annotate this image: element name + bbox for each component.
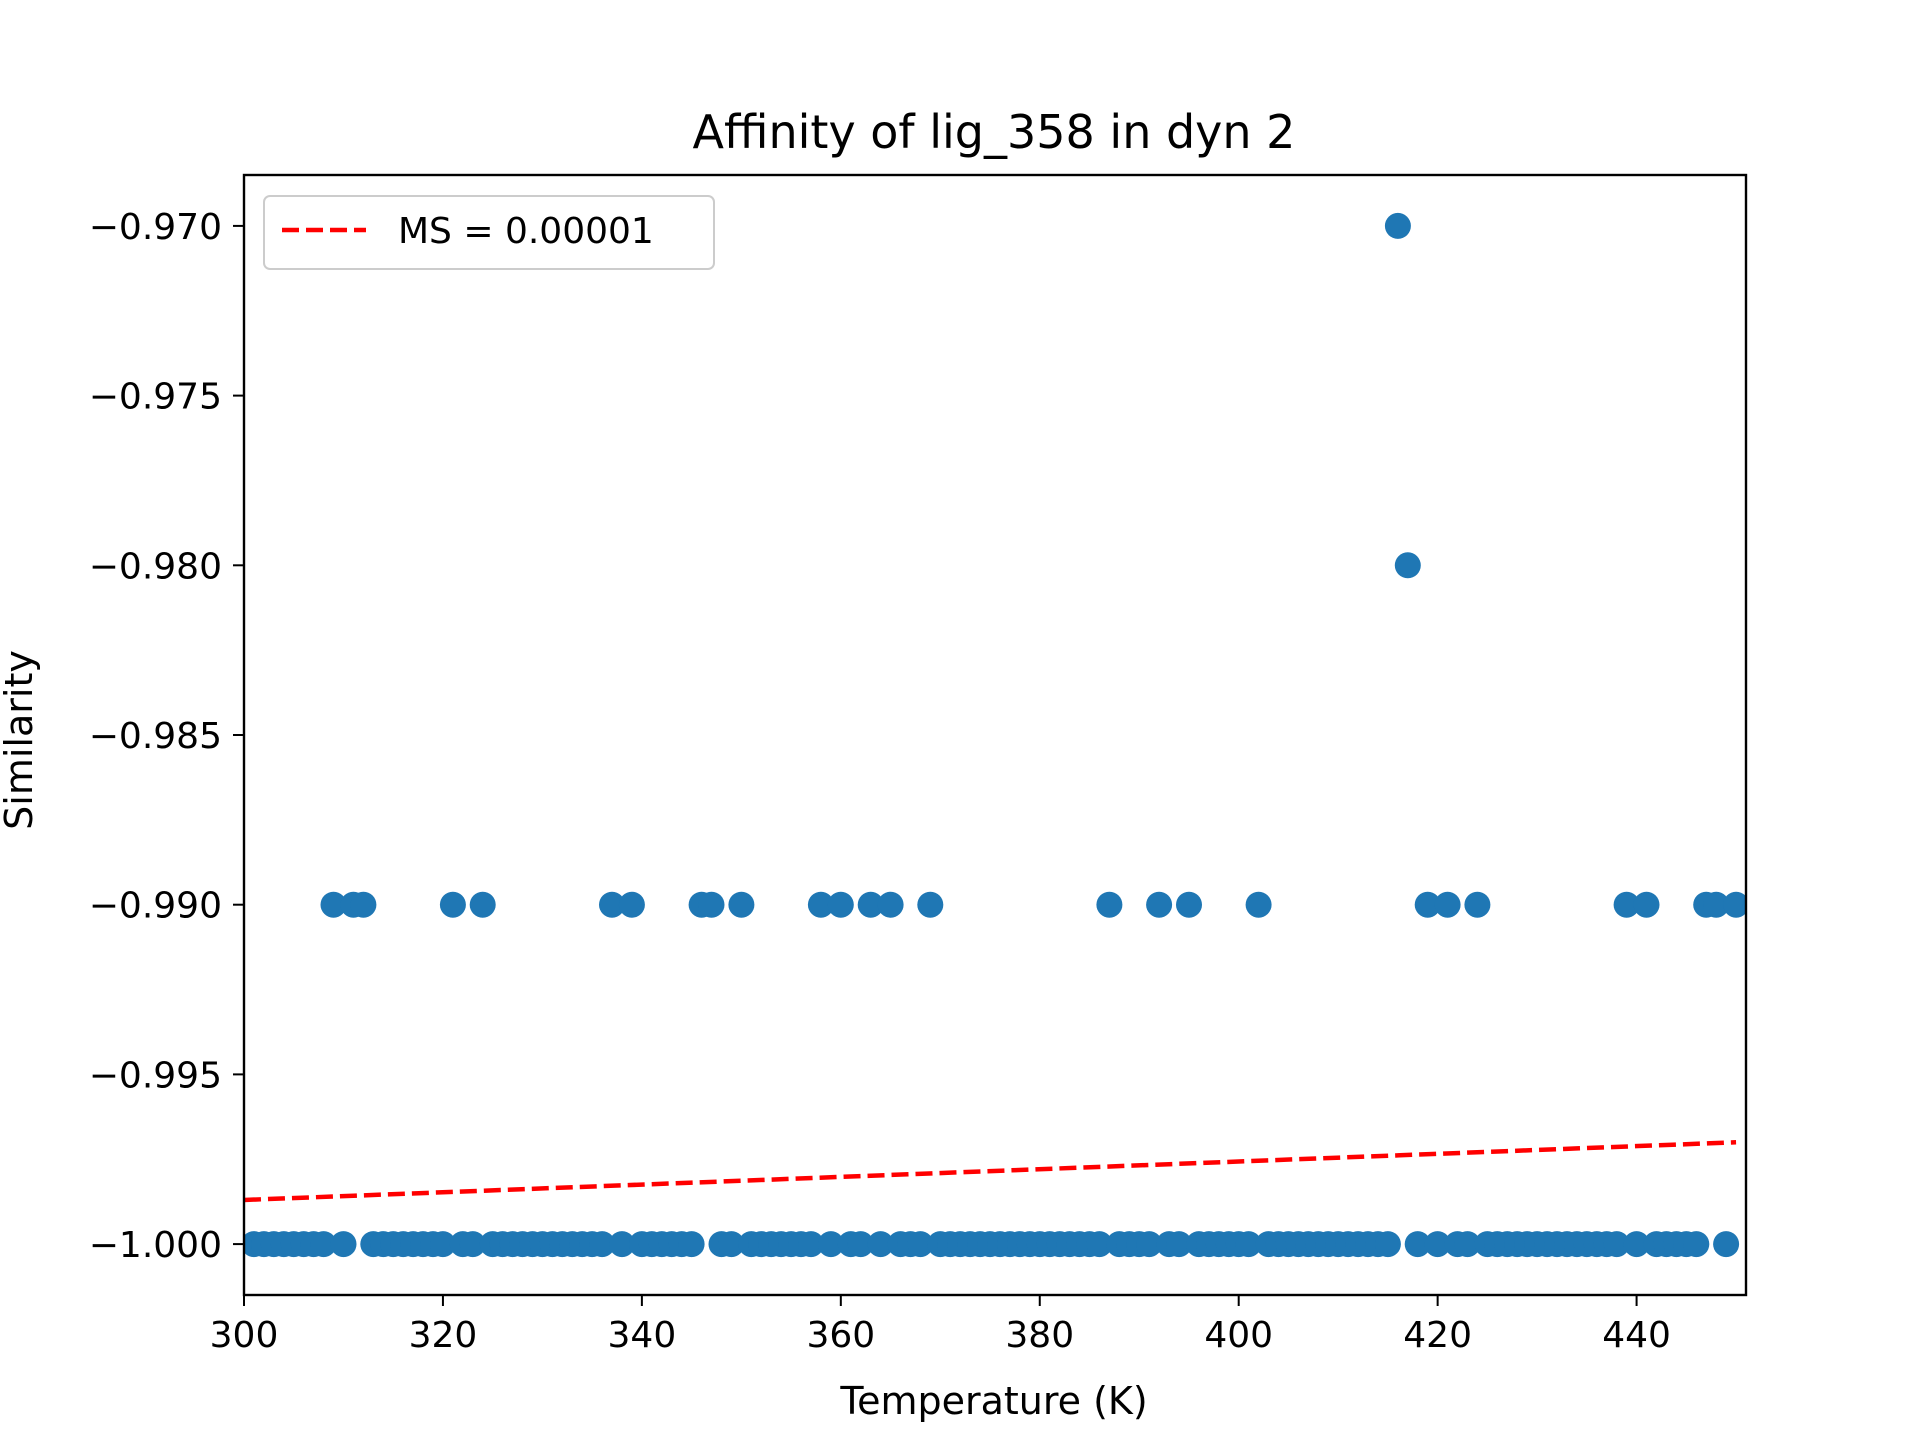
x-tick-label: 360: [806, 1315, 875, 1356]
y-tick-label: −0.995: [89, 1055, 222, 1096]
data-point: [1136, 1231, 1163, 1258]
x-axis-label: Temperature (K): [839, 1379, 1147, 1423]
data-point: [330, 1231, 357, 1258]
data-point: [1374, 1231, 1401, 1258]
data-point: [1713, 1231, 1740, 1258]
data-point: [847, 1231, 874, 1258]
data-point: [678, 1231, 705, 1258]
data-point: [1424, 1231, 1451, 1258]
x-tick-label: 340: [608, 1315, 677, 1356]
x-tick-label: 300: [210, 1315, 279, 1356]
data-point: [917, 891, 944, 918]
y-tick-label: −0.990: [89, 886, 222, 927]
data-point: [350, 891, 377, 918]
data-point: [1414, 891, 1441, 918]
data-point: [857, 891, 884, 918]
data-point: [310, 1231, 337, 1258]
data-point: [1434, 891, 1461, 918]
data-point: [1394, 552, 1421, 579]
data-point: [907, 1231, 934, 1258]
data-point: [728, 891, 755, 918]
data-point: [1683, 1231, 1710, 1258]
data-point: [1623, 1231, 1650, 1258]
data-point: [817, 1231, 844, 1258]
data-point: [439, 891, 466, 918]
data-point: [798, 1231, 824, 1258]
data-point: [1464, 891, 1491, 918]
data-point: [599, 891, 625, 918]
y-tick-label: −0.975: [89, 377, 222, 418]
chart-title: Affinity of lig_358 in dyn 2: [693, 105, 1296, 159]
y-tick-label: −0.970: [89, 207, 222, 248]
y-tick-label: −1.000: [89, 1225, 222, 1266]
data-layer: [244, 212, 1746, 1258]
x-tick-label: 320: [409, 1315, 478, 1356]
data-point: [1245, 891, 1272, 918]
data-point: [1723, 891, 1746, 918]
data-point: [1633, 891, 1660, 918]
y-tick-label: −0.980: [89, 546, 222, 587]
data-point: [320, 891, 347, 918]
x-tick-label: 400: [1204, 1315, 1273, 1356]
y-axis-label: Similarity: [0, 650, 41, 830]
data-point: [1454, 1231, 1481, 1258]
y-tick-label: −0.985: [89, 716, 222, 757]
data-point: [429, 1231, 456, 1258]
data-point: [609, 1231, 635, 1258]
ms-trend-line: [244, 1140, 1737, 1203]
data-point: [867, 1231, 894, 1258]
data-point: [877, 891, 904, 918]
legend-label: MS = 0.00001: [398, 211, 654, 252]
data-point: [1235, 1231, 1262, 1258]
x-tick-label: 440: [1602, 1315, 1671, 1356]
plot-area: 300 320 340 360 380 400 420 440 −0.970 −0.975 −0.9…: [89, 173, 1748, 1356]
data-point: [807, 891, 834, 918]
data-point: [718, 1231, 745, 1258]
data-point: [459, 1231, 486, 1258]
data-point: [698, 891, 725, 918]
data-point: [618, 891, 645, 918]
data-point: [1703, 891, 1730, 918]
data-point: [1384, 212, 1411, 239]
data-point: [1096, 891, 1123, 918]
data-point: [1613, 891, 1640, 918]
data-point: [1603, 1231, 1630, 1258]
data-point: [1086, 1231, 1113, 1258]
data-point: [469, 891, 496, 918]
legend: MS = 0.00001: [263, 195, 715, 270]
x-tick-label: 380: [1005, 1315, 1074, 1356]
data-point: [1176, 891, 1202, 918]
data-point: [1404, 1231, 1431, 1258]
data-point: [1166, 1231, 1192, 1258]
legend-box: [263, 195, 715, 270]
data-point: [827, 891, 854, 918]
data-point: [1146, 891, 1173, 918]
x-tick-label: 420: [1403, 1315, 1472, 1356]
data-point: [589, 1231, 616, 1258]
